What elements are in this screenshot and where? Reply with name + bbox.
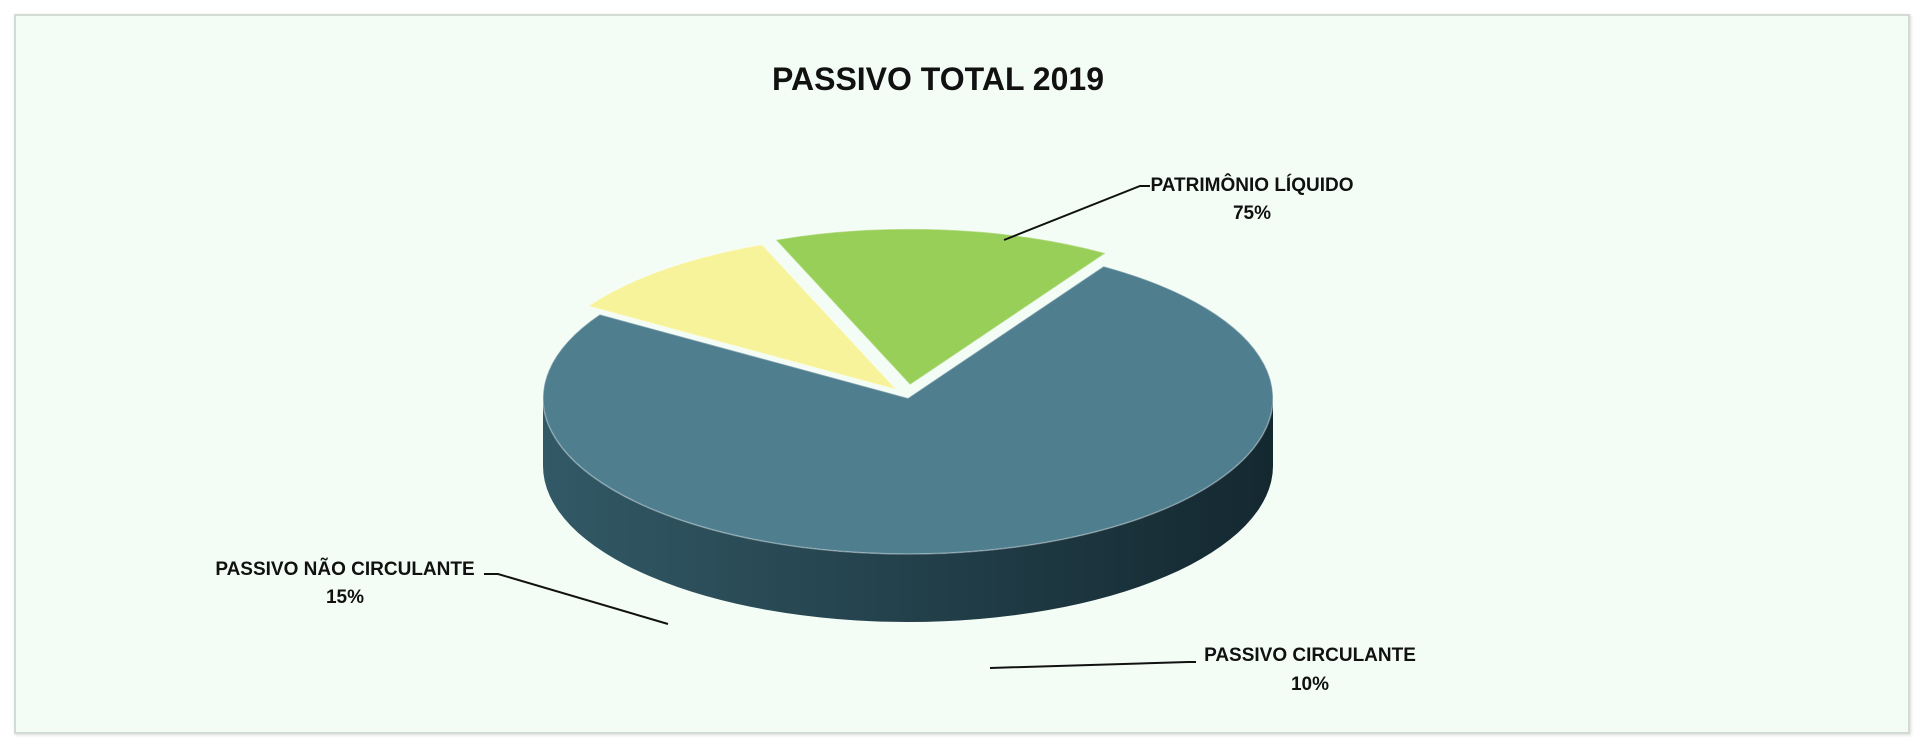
slice-top-patrimonio <box>542 265 1274 555</box>
slice-value-passivo-circulante: 10% <box>1291 674 1329 695</box>
slice-top-passivo-nao-circulante <box>774 228 1108 386</box>
slice-label-passivo-circulante: PASSIVO CIRCULANTE <box>1204 645 1416 666</box>
data-labels: PATRIMÔNIO LÍQUIDO 75% PASSIVO CIRCULANT… <box>215 174 1416 695</box>
slice-top-passivo-circulante <box>586 243 899 392</box>
slice-value-passivo-nao-circulante: 15% <box>326 587 364 608</box>
chart-title: PASSIVO TOTAL 2019 <box>772 61 1104 97</box>
slice-value-patrimonio: 75% <box>1233 203 1271 224</box>
slice-side-patrimonio <box>543 398 1273 622</box>
leader-line-patrimonio <box>1003 185 1150 241</box>
leader-line-passivo-circulante <box>989 661 1196 669</box>
pie-slices <box>542 228 1274 622</box>
leader-line-passivo-nao-circulante <box>484 573 669 625</box>
slice-label-passivo-nao-circulante: PASSIVO NÃO CIRCULANTE <box>215 558 474 580</box>
slice-label-patrimonio: PATRIMÔNIO LÍQUIDO <box>1150 174 1353 196</box>
